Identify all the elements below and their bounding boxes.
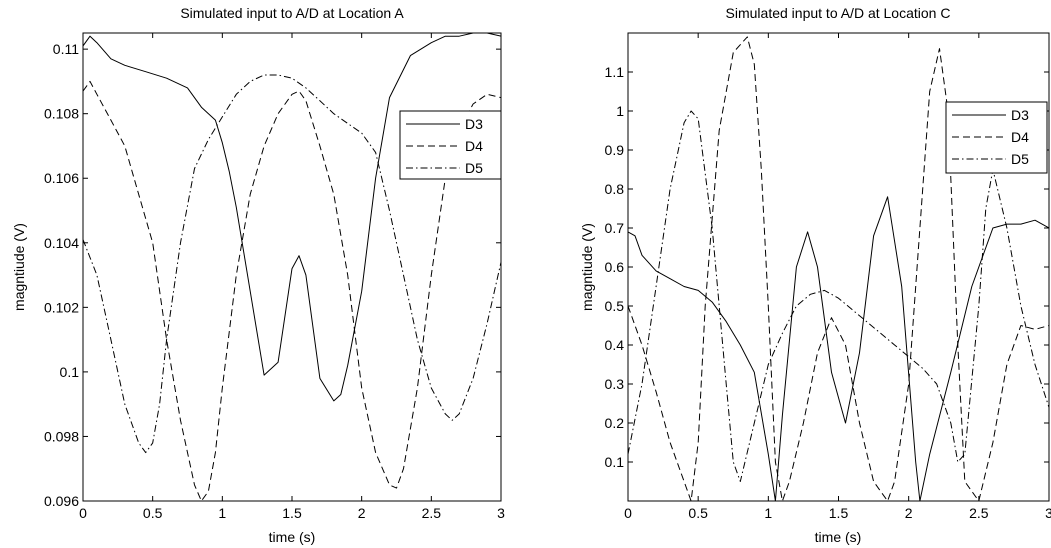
chart-title: Simulated input to A/D at Location A — [180, 5, 404, 21]
series-line-d3 — [628, 196, 1049, 501]
legend-label-d4: D4 — [1011, 129, 1029, 145]
y-tick-label: 0.1 — [605, 454, 625, 470]
series-line-d5 — [83, 74, 501, 454]
legend-label-d5: D5 — [465, 160, 483, 176]
tick-group: 0 0.5 1 1.5 2 2.5 3 0.1 0.2 0.3 0.4 0.5 0.6 0.7 0.8 0.9… — [605, 33, 1051, 521]
y-tick-label: 0.11 — [53, 41, 79, 57]
x-tick-label: 2 — [358, 505, 366, 521]
y-tick-label: 0.8 — [605, 181, 625, 197]
legend: D3 D4 D5 — [945, 101, 1048, 174]
x-tick-label: 0.5 — [143, 505, 163, 521]
legend-label-d3: D3 — [1011, 107, 1029, 123]
x-tick-label: 3 — [497, 505, 505, 521]
x-tick-label: 0 — [79, 505, 87, 521]
chart-title: Simulated input to A/D at Location C — [726, 5, 951, 21]
y-tick-label: 0.102 — [44, 299, 79, 315]
x-tick-label: 1 — [218, 505, 226, 521]
tick-group: 0 0.5 1 1.5 2 2.5 3 0.096 0.098 0.1 0.102 0.104 0.10… — [44, 33, 505, 521]
series-line-d5 — [628, 110, 1049, 482]
y-tick-label: 0.2 — [605, 415, 625, 431]
y-tick-label: 0.6 — [605, 259, 625, 275]
y-tick-label: 0.3 — [605, 376, 625, 392]
y-tick-label: 0.1 — [60, 364, 80, 380]
x-tick-label: 1.5 — [282, 505, 302, 521]
x-tick-label: 2 — [905, 505, 913, 521]
x-tick-label: 1 — [764, 505, 772, 521]
legend-label-d4: D4 — [465, 138, 483, 154]
legend-label-d3: D3 — [465, 116, 483, 132]
x-tick-label: 2.5 — [969, 505, 989, 521]
plot-area — [82, 32, 502, 502]
y-tick-label: 1.1 — [605, 64, 625, 80]
x-axis-label: time (s) — [269, 529, 316, 545]
y-tick-label: 0.106 — [44, 170, 79, 186]
chart-location-c: Simulated input to A/D at Location C mag… — [579, 5, 1051, 545]
y-tick-label: 0.5 — [605, 298, 625, 314]
x-tick-label: 3 — [1045, 505, 1051, 521]
series-group — [83, 33, 501, 501]
x-tick-label: 1.5 — [829, 505, 849, 521]
y-tick-label: 0.104 — [44, 235, 79, 251]
y-axis-label: magntiude (V) — [11, 223, 27, 311]
series-line-d4 — [628, 36, 1049, 501]
x-axis-label: time (s) — [815, 529, 862, 545]
y-tick-label: 0.4 — [605, 337, 625, 353]
y-tick-label: 0.9 — [605, 142, 625, 158]
x-tick-label: 2.5 — [422, 505, 442, 521]
series-group — [628, 36, 1049, 501]
series-line-d4 — [83, 80, 501, 501]
series-line-d3 — [83, 33, 501, 402]
x-tick-label: 0 — [624, 505, 632, 521]
chart-location-a: Simulated input to A/D at Location A mag… — [11, 5, 505, 545]
legend-box — [399, 110, 502, 180]
y-tick-label: 0.096 — [44, 493, 79, 509]
y-axis-label: magntiude (V) — [579, 223, 595, 311]
y-tick-label: 0.7 — [605, 220, 625, 236]
y-tick-label: 0.098 — [44, 428, 79, 444]
legend: D3 D4 D5 — [399, 110, 502, 180]
x-tick-label: 0.5 — [688, 505, 708, 521]
legend-entries: D3 D4 D5 — [952, 107, 1029, 167]
y-tick-label: 0.108 — [44, 106, 79, 122]
y-tick-label: 1 — [616, 103, 624, 119]
legend-entries: D3 D4 D5 — [406, 116, 483, 176]
legend-label-d5: D5 — [1011, 151, 1029, 167]
